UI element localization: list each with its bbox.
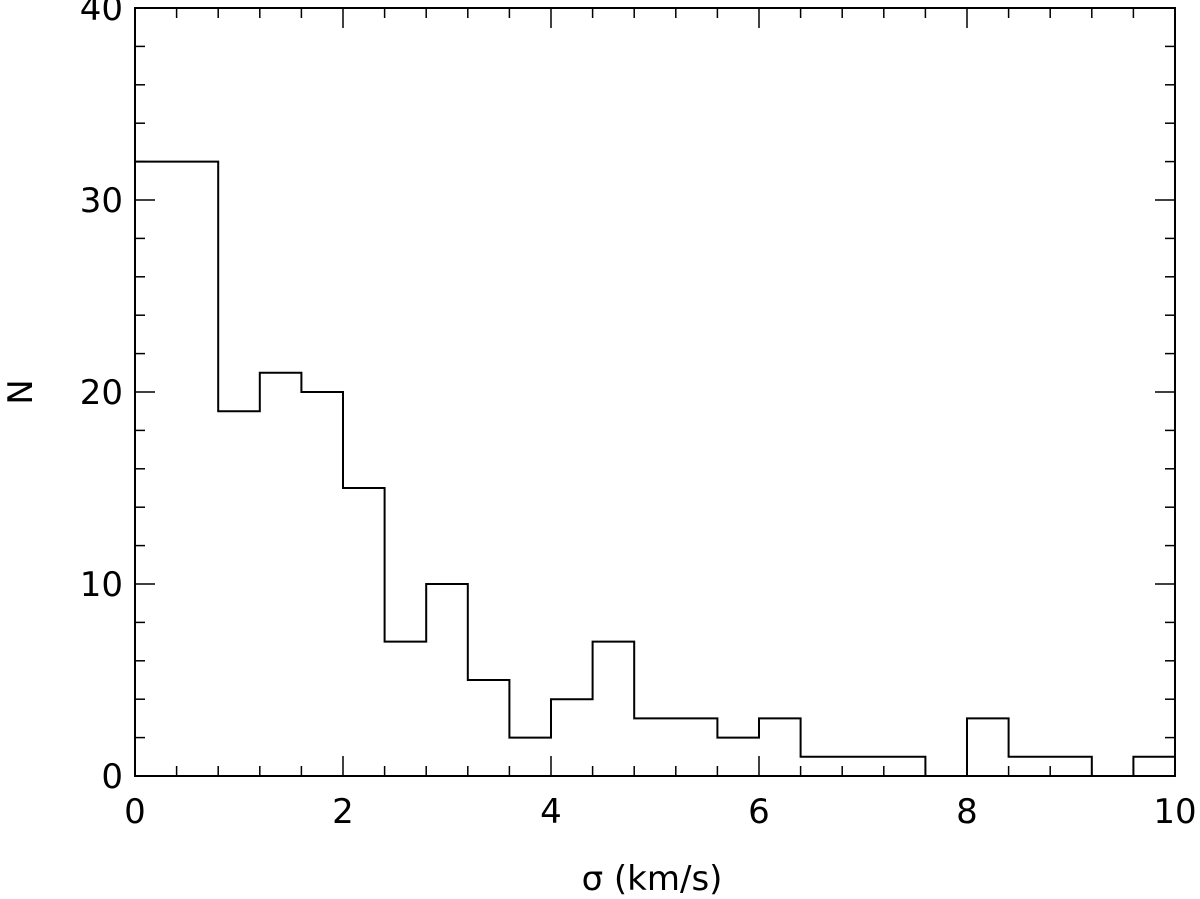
- x-tick-label: 6: [748, 792, 770, 832]
- x-tick-label: 2: [332, 792, 354, 832]
- axis-ticks: [134, 7, 1176, 777]
- x-tick-label: 10: [1153, 792, 1196, 832]
- plot-frame: [134, 7, 1176, 777]
- x-tick-label: 0: [124, 792, 146, 832]
- x-tick-label: 8: [956, 792, 978, 832]
- plot-border: [134, 7, 1176, 777]
- y-tick-label: 10: [80, 565, 123, 605]
- tick-labels: 0 2 4 6 8 10 0 10 20 30 40: [80, 0, 1197, 832]
- x-axis-label: σ (km/s): [582, 859, 723, 899]
- y-tick-label: 40: [80, 0, 123, 29]
- y-tick-label: 20: [80, 373, 123, 413]
- y-tick-label: 0: [101, 757, 123, 797]
- x-tick-label: 4: [540, 792, 562, 832]
- y-tick-label: 30: [80, 181, 123, 221]
- histogram-steps: [135, 160, 1175, 777]
- y-axis-label: N: [1, 379, 41, 404]
